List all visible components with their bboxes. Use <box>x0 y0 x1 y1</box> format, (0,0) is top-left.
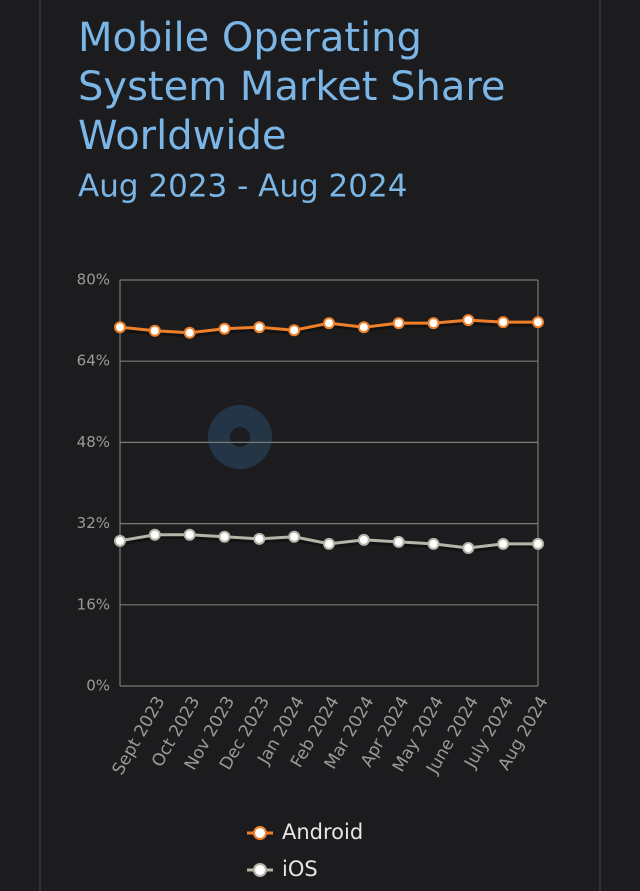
data-point <box>148 528 161 541</box>
data-point <box>392 535 405 548</box>
y-tick-label: 16% <box>77 595 110 613</box>
chart-title: System Market Share <box>78 64 506 110</box>
data-point <box>357 321 370 334</box>
y-tick-label: 0% <box>86 677 110 695</box>
data-point <box>462 541 475 554</box>
y-tick-label: 48% <box>77 433 110 451</box>
legend-label: Android <box>282 820 363 844</box>
chart-title: Worldwide <box>78 113 286 159</box>
y-tick-label: 64% <box>77 352 110 370</box>
data-point <box>288 530 301 543</box>
legend-label: iOS <box>282 857 318 881</box>
data-point <box>357 533 370 546</box>
data-point <box>323 537 335 550</box>
data-point <box>427 537 440 550</box>
data-point <box>218 530 231 543</box>
data-point <box>148 324 161 337</box>
y-tick-label: 32% <box>77 514 110 532</box>
chart-subtitle: Aug 2023 - Aug 2024 <box>78 169 407 205</box>
data-point <box>427 317 440 330</box>
data-point <box>497 537 510 550</box>
data-point <box>114 534 126 547</box>
data-point <box>532 537 544 550</box>
data-point <box>392 317 405 330</box>
data-point <box>462 314 475 327</box>
legend-marker <box>253 863 267 877</box>
data-point <box>532 316 544 329</box>
y-tick-label: 80% <box>77 271 110 289</box>
data-point <box>183 326 196 339</box>
data-point <box>323 317 335 330</box>
data-point <box>497 316 510 329</box>
legend-marker <box>253 826 267 840</box>
watermark <box>208 405 272 469</box>
data-point <box>288 324 301 337</box>
data-point <box>114 321 126 334</box>
data-point <box>218 322 231 335</box>
chart-title: Mobile Operating <box>78 15 422 61</box>
data-point <box>253 321 266 334</box>
data-point <box>183 528 196 541</box>
data-point <box>253 532 266 545</box>
